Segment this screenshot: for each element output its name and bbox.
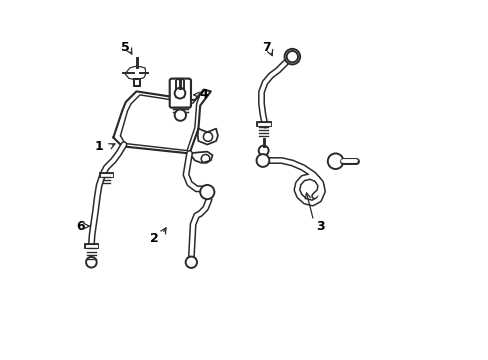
Circle shape: [174, 109, 185, 121]
Circle shape: [185, 257, 197, 268]
Text: 5: 5: [121, 41, 130, 54]
Circle shape: [327, 153, 343, 169]
Polygon shape: [134, 79, 140, 86]
Text: 1: 1: [95, 140, 103, 153]
Circle shape: [258, 145, 268, 156]
Circle shape: [174, 88, 185, 99]
Text: 3: 3: [316, 220, 325, 233]
Text: 7: 7: [262, 41, 270, 54]
Text: 2: 2: [149, 232, 158, 245]
Circle shape: [200, 185, 214, 199]
Text: 4: 4: [199, 89, 208, 102]
Circle shape: [284, 49, 300, 64]
Circle shape: [286, 51, 297, 62]
Circle shape: [256, 154, 269, 167]
Text: 6: 6: [76, 220, 85, 233]
Circle shape: [86, 257, 97, 267]
Polygon shape: [125, 67, 145, 79]
FancyBboxPatch shape: [169, 78, 191, 108]
